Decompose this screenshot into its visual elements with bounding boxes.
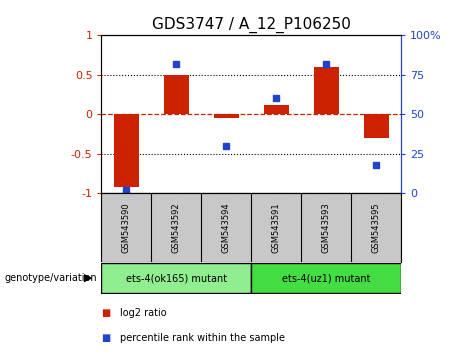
Text: GSM543590: GSM543590 — [122, 202, 131, 253]
Text: GSM543594: GSM543594 — [222, 202, 231, 253]
Text: ▶: ▶ — [84, 273, 92, 283]
Text: GSM543595: GSM543595 — [372, 202, 381, 253]
Text: percentile rank within the sample: percentile rank within the sample — [120, 333, 285, 343]
Bar — [164, 75, 189, 114]
Text: ets-4(ok165) mutant: ets-4(ok165) mutant — [126, 273, 227, 283]
Bar — [101, 263, 251, 293]
Bar — [364, 114, 389, 138]
Bar — [114, 114, 139, 187]
Text: ■: ■ — [101, 333, 111, 343]
Text: log2 ratio: log2 ratio — [120, 308, 166, 318]
Text: GSM543591: GSM543591 — [272, 202, 281, 253]
Text: GSM543592: GSM543592 — [172, 202, 181, 253]
Title: GDS3747 / A_12_P106250: GDS3747 / A_12_P106250 — [152, 16, 351, 33]
Text: genotype/variation: genotype/variation — [5, 273, 97, 283]
Text: ■: ■ — [101, 308, 111, 318]
Bar — [313, 67, 339, 114]
Bar — [214, 114, 239, 118]
Text: GSM543593: GSM543593 — [322, 202, 331, 253]
Text: ets-4(uz1) mutant: ets-4(uz1) mutant — [282, 273, 370, 283]
Bar — [251, 263, 401, 293]
Bar — [264, 105, 289, 114]
